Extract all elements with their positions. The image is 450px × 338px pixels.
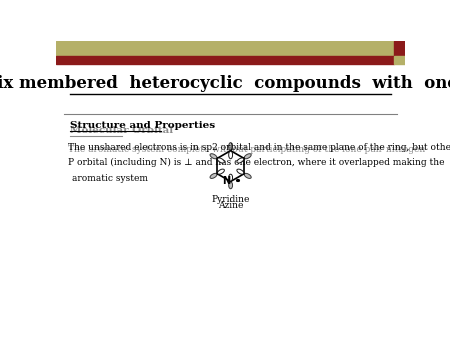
Ellipse shape bbox=[229, 174, 233, 181]
Ellipse shape bbox=[244, 173, 251, 178]
Bar bbox=[394, 41, 405, 56]
Bar bbox=[56, 41, 394, 56]
Text: aromatic system: aromatic system bbox=[72, 174, 148, 183]
Ellipse shape bbox=[210, 154, 217, 159]
Ellipse shape bbox=[210, 173, 217, 178]
Text: Six membered  heterocyclic  compounds  with  one X: Six membered heterocyclic compounds with… bbox=[0, 75, 450, 92]
Ellipse shape bbox=[244, 154, 251, 159]
Bar bbox=[56, 56, 394, 64]
Text: N: N bbox=[222, 176, 230, 187]
Ellipse shape bbox=[237, 169, 244, 174]
Text: Molecular Orbital: Molecular Orbital bbox=[70, 126, 173, 135]
Ellipse shape bbox=[237, 158, 244, 163]
Text: P orbital (including N) is ⊥ and has one electron, where it overlapped making th: P orbital (including N) is ⊥ and has one… bbox=[68, 159, 445, 168]
Ellipse shape bbox=[217, 169, 225, 174]
Text: Structure and Properties: Structure and Properties bbox=[70, 121, 215, 130]
Ellipse shape bbox=[229, 143, 233, 150]
Text: The aromatic system complete without participating of the lone pair nitrogen: The aromatic system complete without par… bbox=[68, 145, 425, 154]
Ellipse shape bbox=[229, 182, 233, 189]
Bar bbox=[394, 56, 405, 64]
Text: Azine: Azine bbox=[218, 201, 243, 211]
Ellipse shape bbox=[229, 151, 233, 159]
Text: The unshared electrons is in sp2 orbital and in the same plane of the ring, but : The unshared electrons is in sp2 orbital… bbox=[68, 143, 450, 152]
Text: Pyridine: Pyridine bbox=[212, 195, 250, 204]
Ellipse shape bbox=[217, 158, 225, 163]
